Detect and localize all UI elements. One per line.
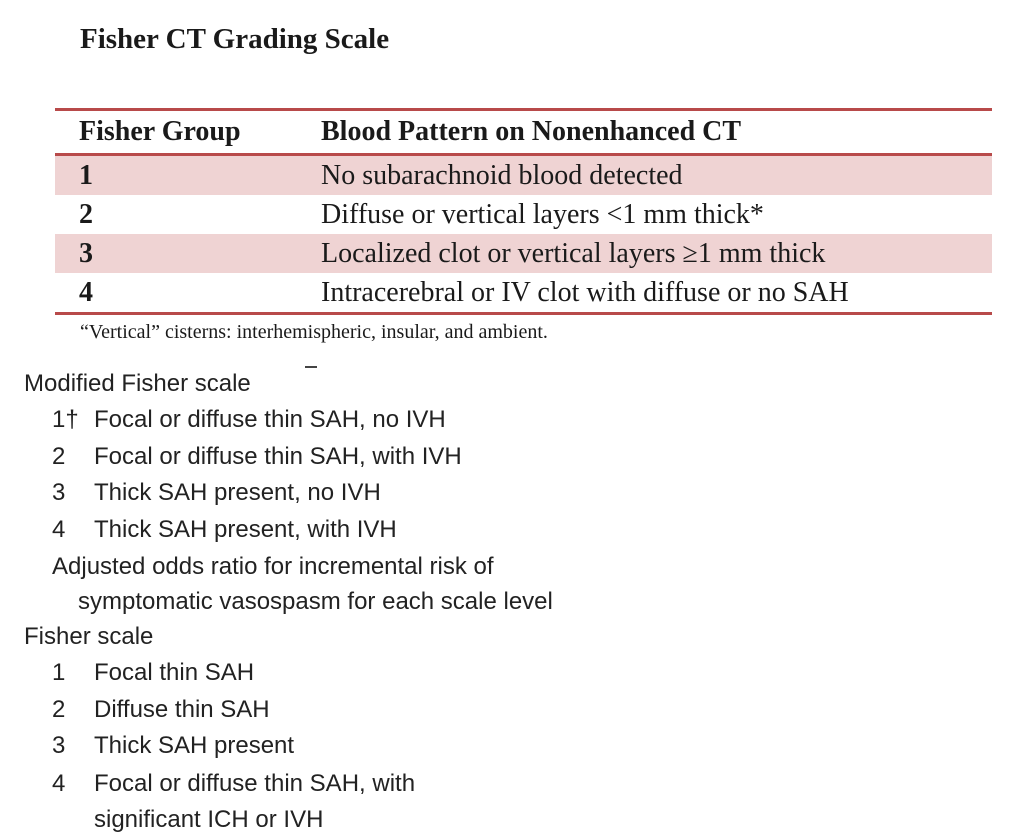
item-text: Thick SAH present (94, 732, 295, 759)
odds-ratio-note: Adjusted odds ratio for incremental risk… (52, 553, 494, 580)
stray-dash-mark (305, 366, 317, 368)
item-text: Diffuse thin SAH (94, 696, 270, 723)
item-number: 1 (52, 659, 66, 686)
item-number: 1† (52, 406, 79, 433)
item-text: Focal or diffuse thin SAH, with (94, 770, 416, 797)
page-title: Fisher CT Grading Scale (80, 23, 390, 55)
table-cell-group: 2 (79, 198, 93, 230)
item-number: 4 (52, 770, 66, 797)
table-cell-group: 1 (79, 159, 93, 191)
item-text-continuation: significant ICH or IVH (94, 806, 324, 833)
item-text: Thick SAH present, with IVH (94, 516, 397, 543)
fisher-grading-table: Fisher Group Blood Pattern on Nonenhance… (55, 108, 992, 315)
table-row: 4 Intracerebral or IV clot with diffuse … (55, 273, 992, 314)
table-cell-group: 4 (79, 276, 93, 308)
modified-fisher-title: Modified Fisher scale (24, 370, 251, 397)
table-cell-pattern: Localized clot or vertical layers ≥1 mm … (321, 237, 826, 269)
header-fisher-group: Fisher Group (79, 116, 241, 147)
item-number: 3 (52, 479, 66, 506)
item-number: 2 (52, 443, 66, 470)
table-header-row: Fisher Group Blood Pattern on Nonenhance… (55, 109, 992, 155)
table-row: 3 Localized clot or vertical layers ≥1 m… (55, 234, 992, 273)
fisher-scale-title: Fisher scale (24, 623, 154, 650)
table-cell-group: 3 (79, 237, 93, 269)
table-cell-pattern: Intracerebral or IV clot with diffuse or… (321, 276, 849, 308)
table-cell-pattern: No subarachnoid blood detected (321, 159, 683, 191)
item-text: Focal or diffuse thin SAH, with IVH (94, 443, 462, 470)
item-number: 4 (52, 516, 66, 543)
item-number: 2 (52, 696, 66, 723)
item-text: Thick SAH present, no IVH (94, 479, 381, 506)
item-text: Focal or diffuse thin SAH, no IVH (94, 406, 446, 433)
odds-ratio-note-continuation: symptomatic vasospasm for each scale lev… (78, 588, 553, 615)
item-text: Focal thin SAH (94, 659, 255, 686)
item-number: 3 (52, 732, 66, 759)
table-cell-pattern: Diffuse or vertical layers <1 mm thick* (321, 198, 764, 230)
table-row: 2 Diffuse or vertical layers <1 mm thick… (55, 195, 992, 234)
table-footnote: “Vertical” cisterns: interhemispheric, i… (80, 321, 548, 343)
table-row: 1 No subarachnoid blood detected (55, 154, 992, 195)
header-blood-pattern: Blood Pattern on Nonenhanced CT (321, 116, 742, 147)
